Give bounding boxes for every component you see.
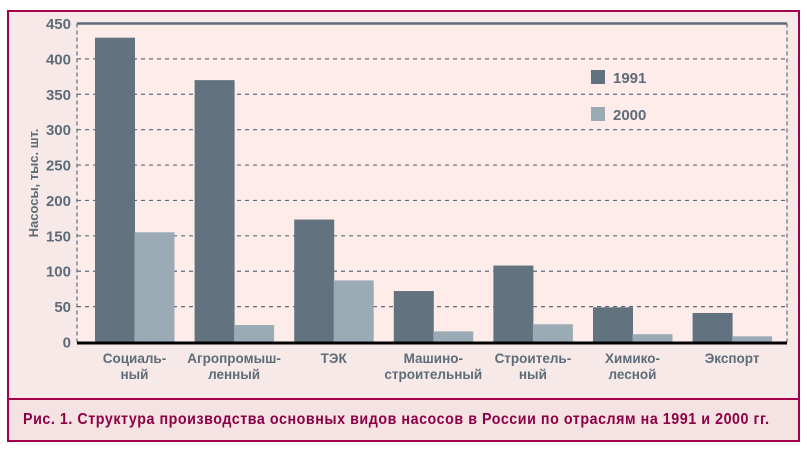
y-tick-label: 450	[46, 16, 71, 33]
x-category-label: Экспорт	[705, 351, 760, 366]
bar-2000	[134, 232, 175, 342]
x-category-label: Строитель-	[495, 351, 572, 366]
y-tick-label: 200	[46, 193, 71, 210]
x-category-label: ный	[121, 367, 149, 382]
y-tick-label: 50	[54, 299, 71, 316]
y-tick-label: 400	[46, 51, 71, 68]
x-category-label: лесной	[609, 367, 657, 382]
bar-2000	[732, 336, 773, 342]
x-category-label: Агропромыш-	[187, 351, 281, 366]
x-category-label: Машино-	[404, 351, 463, 366]
bar-2000	[433, 331, 474, 342]
x-category-label: ный	[519, 367, 547, 382]
legend-label-2000: 2000	[613, 107, 646, 124]
legend-swatch-2000	[591, 107, 605, 121]
y-axis-ticks: 0 50 100 150 200 250 300 350 400 450	[46, 16, 71, 352]
x-category-label: Химико-	[605, 351, 660, 366]
y-axis-label: Насосы, тыс. шт.	[26, 129, 41, 238]
legend-label-1991: 1991	[613, 70, 646, 87]
y-tick-label: 100	[46, 264, 71, 281]
figure-caption: Рис. 1. Структура производства основных …	[23, 411, 770, 428]
x-category-label: Социаль-	[103, 351, 166, 366]
bars	[77, 37, 787, 345]
bar-1991	[194, 80, 235, 342]
legend: 1991 2000	[591, 70, 646, 124]
bar-1991	[294, 219, 335, 342]
bar-2000	[532, 324, 573, 342]
x-axis-categories: Социаль-ный Агропромыш-ленный ТЭК Машино-ст…	[103, 351, 760, 382]
bar-1991	[692, 312, 733, 342]
y-tick-label: 150	[46, 228, 71, 245]
bar-2000	[234, 325, 275, 342]
bar-1991	[493, 265, 534, 342]
bar-1991	[593, 307, 633, 342]
bar-1991	[95, 37, 135, 343]
y-tick-label: 350	[46, 87, 71, 104]
y-tick-label: 300	[46, 122, 71, 139]
bar-1991	[393, 291, 434, 342]
caption-bar: Рис. 1. Структура производства основных …	[9, 398, 798, 440]
y-tick-label: 250	[46, 158, 71, 175]
y-tick-label: 0	[63, 335, 71, 352]
legend-swatch-1991	[591, 70, 605, 84]
x-category-label: ленный	[208, 367, 260, 382]
x-category-label: строительный	[384, 367, 482, 382]
bar-2000	[632, 334, 673, 342]
x-category-label: ТЭК	[321, 351, 348, 366]
bar-2000	[333, 280, 374, 342]
